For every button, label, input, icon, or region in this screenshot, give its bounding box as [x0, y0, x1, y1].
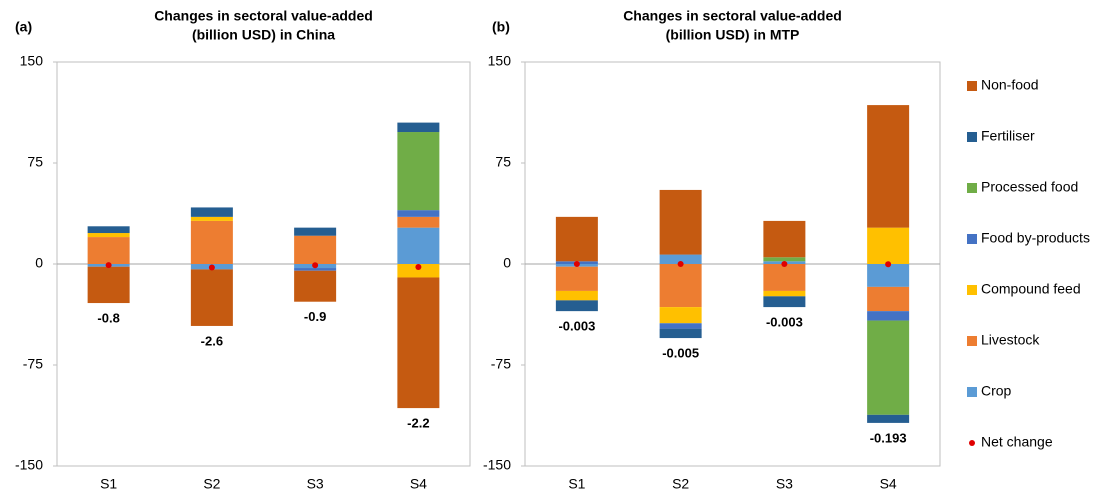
x-tick-label: S3 [307, 476, 324, 492]
bar-segment [294, 227, 337, 236]
bar-segment [867, 286, 910, 312]
legend-label: Crop [981, 383, 1012, 399]
y-tick-label: -150 [15, 457, 43, 473]
net-change-dot [677, 261, 684, 268]
bar-segment [867, 227, 910, 264]
net-change-label: -0.8 [97, 310, 119, 325]
legend-label: Food by-products [981, 230, 1090, 246]
bar-segment [555, 290, 598, 301]
y-tick-label: -75 [23, 356, 43, 372]
net-change-label: -0.003 [558, 319, 595, 334]
bar-segment [555, 266, 598, 291]
legend-swatch [967, 81, 977, 91]
bar-segment [397, 210, 440, 217]
net-change-dot [573, 261, 580, 268]
panel-label: (a) [15, 19, 32, 35]
bar-segment [397, 132, 440, 211]
bar-segment [190, 220, 233, 264]
bar-segment [659, 323, 702, 329]
bar-segment [555, 216, 598, 262]
legend-swatch [967, 183, 977, 193]
legend-swatch [967, 285, 977, 295]
x-tick-label: S4 [880, 476, 897, 492]
bar-segment [397, 122, 440, 133]
net-change-dot [415, 263, 422, 270]
x-tick-label: S4 [410, 476, 427, 492]
legend-swatch [967, 336, 977, 346]
legend-swatch [967, 234, 977, 244]
bar-segment [763, 296, 806, 308]
y-tick-label: 0 [503, 255, 511, 271]
net-change-label: -0.003 [766, 315, 803, 330]
legend-label: Net change [981, 434, 1053, 450]
bar-segment [555, 300, 598, 312]
bar-segment [190, 216, 233, 221]
bar-segment [397, 227, 440, 264]
net-change-label: -0.9 [304, 309, 326, 324]
chart-title: Changes in sectoral value-added [154, 8, 373, 24]
x-tick-label: S2 [672, 476, 689, 492]
chart-title: (billion USD) in MTP [666, 27, 800, 43]
y-tick-label: 0 [35, 255, 43, 271]
x-tick-label: S1 [568, 476, 585, 492]
net-change-dot [312, 262, 319, 269]
bar-segment [763, 220, 806, 258]
bar-segment [763, 257, 806, 262]
net-change-label: -0.193 [870, 430, 907, 445]
legend-label: Compound feed [981, 281, 1081, 297]
y-tick-label: -150 [483, 457, 511, 473]
bar-segment [294, 235, 337, 264]
bar-segment [867, 320, 910, 415]
legend-marker [969, 440, 975, 446]
net-change-label: -2.6 [201, 333, 223, 348]
bar-segment [294, 270, 337, 302]
bar-segment [867, 414, 910, 423]
legend-swatch [967, 132, 977, 142]
y-tick-label: 150 [20, 53, 44, 69]
bar-segment [190, 269, 233, 326]
bar-segment [659, 264, 702, 308]
panel-label: (b) [492, 19, 510, 35]
legend-label: Livestock [981, 332, 1040, 348]
bar-segment [87, 266, 130, 304]
net-change-label: -0.005 [662, 346, 699, 361]
y-tick-label: 150 [488, 53, 512, 69]
net-change-dot [105, 262, 112, 269]
bar-segment [87, 233, 130, 238]
x-tick-label: S3 [776, 476, 793, 492]
bar-segment [659, 328, 702, 339]
net-change-dot [208, 264, 215, 271]
chart-title: (billion USD) in China [192, 27, 335, 43]
legend-label: Processed food [981, 179, 1078, 195]
bar-segment [867, 311, 910, 321]
bar-segment [397, 216, 440, 228]
bar-segment [397, 277, 440, 409]
bar-segment [87, 237, 130, 264]
bar-segment [190, 207, 233, 217]
bar-segment [659, 254, 702, 264]
bar-segment [867, 264, 910, 287]
net-change-label: -2.2 [407, 416, 429, 431]
bar-segment [294, 268, 337, 271]
legend-swatch [967, 387, 977, 397]
bar-segment [763, 290, 806, 297]
bar-segment [659, 307, 702, 324]
legend-label: Non-food [981, 77, 1039, 93]
chart-title: Changes in sectoral value-added [623, 8, 842, 24]
bar-segment [867, 105, 910, 228]
y-tick-label: -75 [491, 356, 511, 372]
bar-segment [87, 226, 130, 234]
y-tick-label: 75 [27, 154, 43, 170]
net-change-dot [885, 261, 892, 268]
legend-label: Fertiliser [981, 128, 1035, 144]
bar-segment [397, 264, 440, 278]
x-tick-label: S2 [203, 476, 220, 492]
bar-segment [659, 189, 702, 255]
x-tick-label: S1 [100, 476, 117, 492]
y-tick-label: 75 [495, 154, 511, 170]
bar-segment [763, 264, 806, 291]
net-change-dot [781, 261, 788, 268]
